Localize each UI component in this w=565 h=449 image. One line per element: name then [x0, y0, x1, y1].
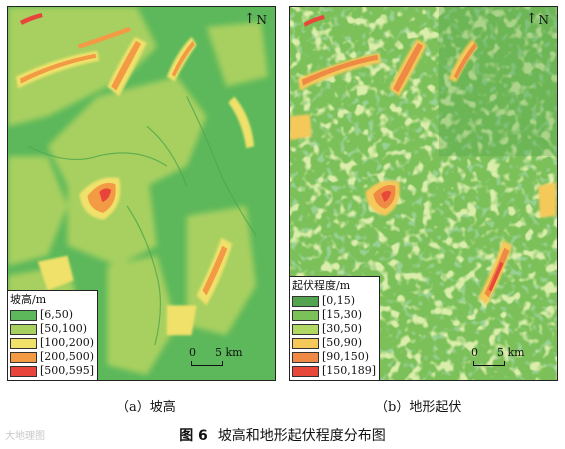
watermark: 大地理图	[5, 431, 45, 442]
legend-swatch	[292, 337, 319, 349]
legend-item: [150,189]	[292, 364, 376, 378]
north-arrow-icon: ↑	[525, 11, 538, 27]
legend-item: [15,30)	[292, 308, 376, 322]
legend-label: [30,50)	[322, 322, 363, 335]
legend-label: [100,200)	[40, 336, 95, 349]
legend-slope-height: 坡高/m [6,50) [50,100) [100,200) [200,500)…	[8, 290, 99, 380]
legend-label: [50,100)	[40, 322, 88, 335]
legend-item: [50,90)	[292, 336, 376, 350]
legend-swatch	[10, 323, 37, 335]
scale-distance: 5 km	[497, 346, 525, 359]
relief-raster	[290, 7, 557, 380]
north-arrow-icon: ↑	[243, 11, 256, 27]
legend-label: [500,595]	[40, 364, 95, 377]
legend-label: [50,90)	[322, 336, 363, 349]
scale-zero: 0	[189, 346, 196, 359]
legend-swatch	[292, 351, 319, 363]
legend-swatch	[292, 295, 319, 307]
legend-item: [90,150)	[292, 350, 376, 364]
legend-relief: 起伏程度/m [0,15) [15,30) [30,50) [50,90) [9…	[290, 276, 381, 380]
legend-label: [15,30)	[322, 308, 363, 321]
legend-swatch	[292, 323, 319, 335]
legend-label: [200,500)	[40, 350, 95, 363]
figure-number: 图 6	[179, 428, 208, 444]
caption-b: （b）地形起伏	[375, 400, 462, 415]
legend-item: [500,595]	[10, 364, 94, 378]
slope-height-map: ↑ N 坡高/m [6,50) [50,100) [100,200) [200,…	[7, 6, 276, 381]
legend-label: [0,15)	[322, 294, 356, 307]
legend-item: [30,50)	[292, 322, 376, 336]
relief-map: ↑ N 起伏程度/m [0,15) [15,30) [30,50) [50,90…	[289, 6, 558, 381]
legend-swatch	[10, 309, 37, 321]
scale-bar-line	[191, 361, 223, 366]
north-arrow: ↑ N	[243, 11, 268, 27]
north-label: N	[256, 13, 268, 27]
legend-swatch	[10, 337, 37, 349]
scale-bar: 0 5 km	[471, 346, 539, 370]
figure-caption: 坡高和地形起伏程度分布图	[217, 428, 386, 444]
legend-item: [50,100)	[10, 322, 94, 336]
caption-a: （a）坡高	[116, 400, 176, 415]
legend-swatch	[292, 309, 319, 321]
legend-item: [6,50)	[10, 308, 94, 322]
legend-item: [0,15)	[292, 294, 376, 308]
scale-zero: 0	[471, 346, 478, 359]
north-arrow: ↑ N	[525, 11, 550, 27]
legend-title: 坡高/m	[10, 293, 47, 306]
legend-swatch	[292, 365, 319, 377]
legend-swatch	[10, 351, 37, 363]
scale-bar: 0 5 km	[189, 346, 257, 370]
legend-label: [150,189]	[322, 364, 377, 377]
legend-item: [200,500)	[10, 350, 94, 364]
scale-distance: 5 km	[215, 346, 243, 359]
figure-title: 图 6 坡高和地形起伏程度分布图	[0, 425, 565, 445]
legend-label: [6,50)	[40, 308, 74, 321]
legend-swatch	[10, 365, 37, 377]
legend-title: 起伏程度/m	[292, 279, 351, 292]
scale-bar-line	[473, 361, 505, 366]
legend-item: [100,200)	[10, 336, 94, 350]
legend-label: [90,150)	[322, 350, 370, 363]
north-label: N	[538, 13, 550, 27]
